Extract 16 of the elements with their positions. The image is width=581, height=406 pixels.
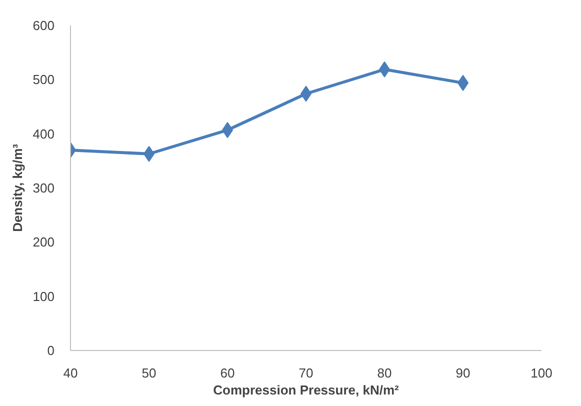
y-tick-label: 300	[32, 180, 55, 196]
x-tick-label: 60	[220, 366, 235, 380]
y-tick-label: 200	[32, 234, 55, 250]
y-tick-label: 0	[47, 343, 55, 358]
y-axis-title: Density, kg/m³	[10, 143, 25, 232]
y-tick-label: 100	[32, 288, 55, 304]
y-tick-label: 600	[32, 18, 55, 33]
x-tick-label: 80	[377, 366, 392, 380]
x-tick-label: 50	[142, 366, 156, 380]
x-tick-label: 70	[298, 366, 314, 380]
y-tick-label: 500	[32, 72, 55, 88]
x-axis-title: Compression Pressure, kN/m²	[213, 382, 400, 398]
y-tick-label: 400	[32, 126, 55, 142]
x-tick-label: 40	[63, 366, 78, 380]
x-tick-label: 90	[456, 366, 470, 380]
x-tick-label: 100	[530, 366, 552, 380]
